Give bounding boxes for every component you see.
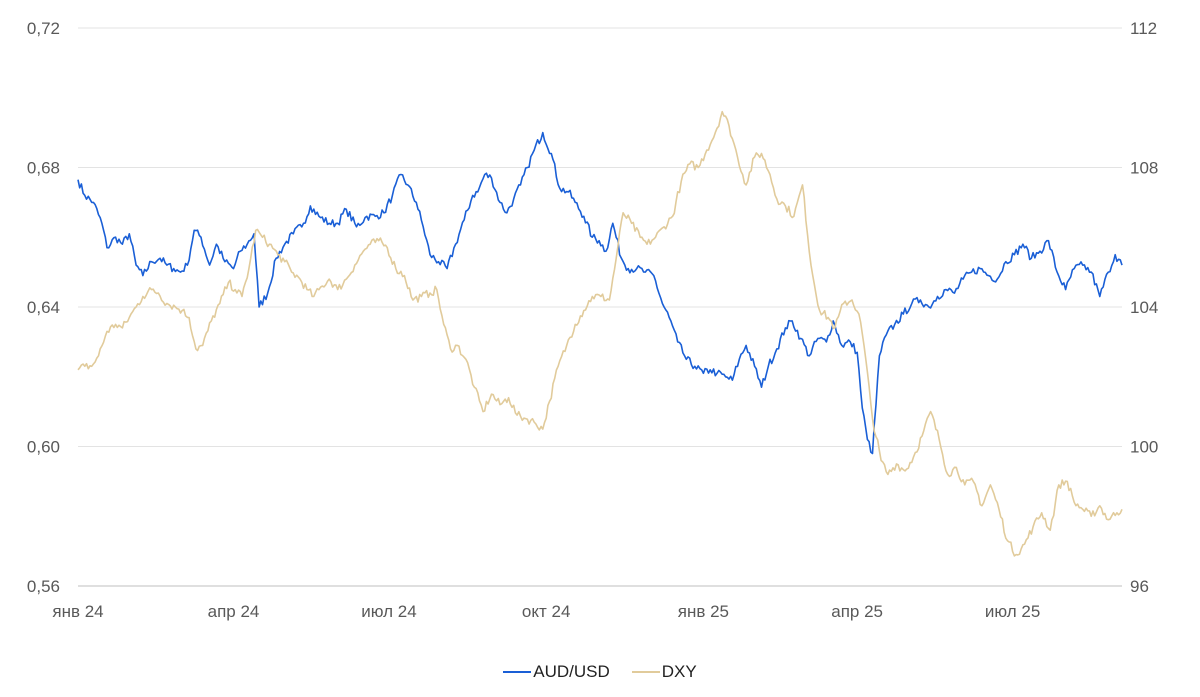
series-line-audusd <box>77 131 1123 455</box>
legend-item-dxy[interactable]: DXY <box>631 662 697 682</box>
series-line-dxy <box>77 110 1123 557</box>
x-axis-tick-label: апр 25 <box>831 602 883 621</box>
legend-swatch-audusd <box>503 671 532 673</box>
right-axis-tick-label: 104 <box>1130 298 1158 317</box>
right-axis-tick-label: 96 <box>1130 577 1149 596</box>
right-axis-tick-label: 108 <box>1130 159 1158 178</box>
left-axis-tick-label: 0,60 <box>27 438 60 457</box>
right-axis-tick-label: 112 <box>1130 19 1157 38</box>
right-axis-tick-label: 100 <box>1130 438 1158 457</box>
left-axis-tick-label: 0,56 <box>27 577 60 596</box>
x-axis-tick-label: апр 24 <box>208 602 260 621</box>
x-axis-tick-label: янв 25 <box>678 602 729 621</box>
left-axis-tick-label: 0,72 <box>27 19 60 38</box>
left-axis-tick-label: 0,68 <box>27 159 60 178</box>
chart-legend: AUD/USD DXY <box>0 658 1200 686</box>
left-axis-tick-label: 0,64 <box>27 298 60 317</box>
x-axis-tick-label: июл 24 <box>361 602 416 621</box>
x-axis-tick-label: июл 25 <box>985 602 1040 621</box>
x-axis-tick-label: янв 24 <box>52 602 103 621</box>
legend-label-dxy: DXY <box>661 662 697 681</box>
legend-label-audusd: AUD/USD <box>533 662 610 681</box>
x-axis-tick-label: окт 24 <box>522 602 571 621</box>
legend-swatch-dxy <box>631 671 660 673</box>
legend-item-audusd[interactable]: AUD/USD <box>503 662 610 682</box>
